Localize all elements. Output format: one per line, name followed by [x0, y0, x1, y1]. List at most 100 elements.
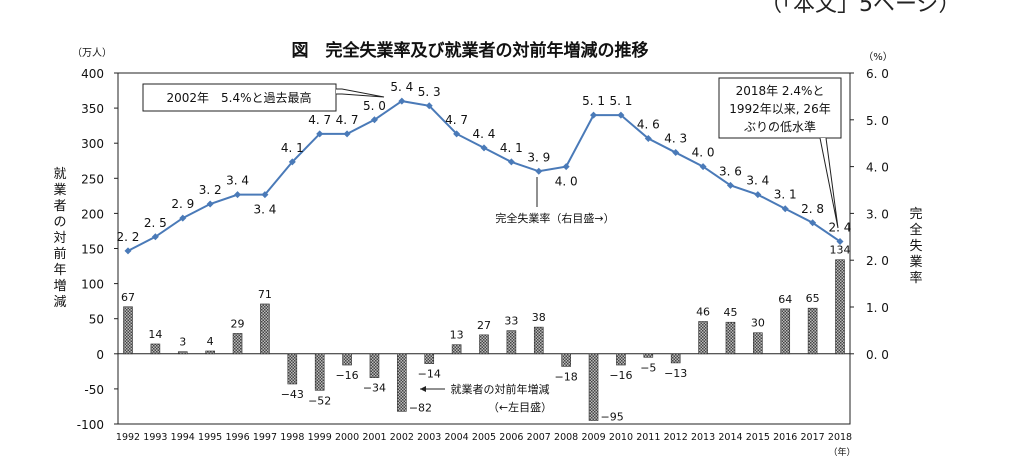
- left-tick-label: 350: [81, 102, 104, 116]
- peak-callout-text: 2002年 5.4%と過去最高: [166, 90, 311, 105]
- line-data-label: 4. 0: [555, 175, 578, 189]
- bar: [533, 326, 544, 355]
- low-callout-pointer: [819, 137, 839, 229]
- line-point: [781, 205, 789, 213]
- peak-callout-pointer: [336, 88, 385, 98]
- bar-data-label: −34: [363, 382, 386, 395]
- line-series-label: 完全失業率（右目盛→）: [495, 211, 614, 225]
- line-point: [507, 158, 515, 166]
- left-tick-label: 250: [81, 172, 104, 186]
- x-tick-label: 2018: [828, 432, 852, 443]
- bar-data-label: 46: [696, 306, 710, 319]
- left-tick-label: 400: [81, 67, 104, 81]
- bar-data-label: 71: [258, 288, 272, 301]
- line-point: [124, 247, 132, 255]
- bar-data-label: 64: [778, 293, 792, 306]
- bar: [342, 353, 352, 366]
- bar-data-label: 65: [806, 292, 820, 305]
- x-tick-label: 2009: [581, 432, 605, 443]
- bar: [670, 353, 681, 364]
- right-axis-unit: （%）: [863, 51, 893, 63]
- x-tick-label: 2002: [390, 432, 414, 443]
- bar: [123, 306, 133, 355]
- line-data-label: 2. 4: [829, 220, 852, 234]
- line-data-label: 3. 1: [774, 188, 797, 202]
- bar: [232, 333, 243, 355]
- x-tick-label: 2017: [801, 432, 825, 443]
- line-data-label: 5. 1: [582, 94, 605, 108]
- line-data-label: 4. 3: [664, 132, 687, 146]
- right-tick-label: 1. 0: [866, 301, 889, 315]
- bar-series-label: 就業者の対前年増減（←左目盛）: [451, 382, 553, 414]
- line-point: [234, 191, 242, 199]
- right-tick-label: 2. 0: [866, 254, 889, 268]
- low-callout-line-3: ぶりの低水準: [744, 119, 816, 134]
- low-callout-line-2: 1992年以来, 26年: [729, 102, 830, 116]
- line-data-label: 4. 7: [336, 113, 359, 127]
- right-tick-label: 6. 0: [866, 67, 889, 81]
- bar-data-label: −16: [609, 369, 632, 382]
- line-point: [672, 149, 680, 157]
- line-data-label: 3. 9: [527, 150, 550, 164]
- line-data-label: 4. 7: [445, 113, 468, 127]
- left-tick-label: 300: [81, 137, 104, 151]
- line-data-label: 5. 4: [390, 80, 413, 94]
- line-point: [836, 237, 844, 245]
- x-axis-unit: （年）: [828, 446, 855, 458]
- line-data-label: 4. 4: [473, 127, 496, 141]
- bar: [369, 353, 380, 378]
- bar-data-label: 30: [751, 317, 765, 330]
- x-tick-label: 2008: [554, 432, 578, 443]
- line-point: [398, 97, 406, 105]
- right-tick-label: 0. 0: [866, 348, 889, 362]
- x-tick-label: 2010: [609, 432, 633, 443]
- right-tick-label: 3. 0: [866, 207, 889, 221]
- bar-data-label: −43: [281, 388, 304, 401]
- left-tick-label: 100: [81, 278, 104, 292]
- x-tick-label: 1992: [116, 432, 140, 443]
- x-tick-label: 2001: [362, 432, 386, 443]
- x-tick-label: 2007: [527, 432, 551, 443]
- bar-data-label: 29: [231, 317, 245, 330]
- bar: [616, 353, 626, 366]
- line-data-label: 5. 0: [363, 99, 386, 113]
- bar: [479, 334, 489, 355]
- bar-data-label: −14: [418, 368, 441, 381]
- x-tick-label: 1999: [308, 432, 332, 443]
- line-point: [590, 111, 598, 119]
- line-point: [617, 111, 625, 119]
- line-point: [179, 214, 187, 222]
- bar: [835, 259, 845, 355]
- left-tick-label: 150: [81, 243, 104, 257]
- bar: [397, 353, 407, 412]
- line-data-label: 5. 1: [609, 94, 632, 108]
- bar-data-label: −95: [601, 410, 624, 423]
- line-data-label: 2. 5: [144, 216, 167, 230]
- bar-data-label: 45: [723, 306, 737, 319]
- line-point: [699, 163, 707, 171]
- bar: [424, 353, 435, 364]
- bar: [150, 343, 161, 355]
- left-axis-label: 就業者の対前年増減: [53, 167, 66, 310]
- line-point: [261, 191, 269, 199]
- chart-title: 図 完全失業率及び就業者の対前年増減の推移: [292, 40, 649, 61]
- left-tick-label: -100: [77, 418, 104, 432]
- line-data-label: 3. 6: [719, 164, 742, 178]
- line-point: [370, 116, 378, 124]
- x-tick-label: 1995: [198, 432, 222, 443]
- bar-data-label: 3: [179, 336, 186, 349]
- line-data-label: 2. 9: [171, 197, 194, 211]
- line-point: [562, 163, 570, 171]
- left-tick-label: 50: [89, 313, 104, 327]
- x-tick-label: 1998: [280, 432, 304, 443]
- left-tick-label: -50: [84, 383, 104, 397]
- line-data-label: 4. 1: [281, 141, 304, 155]
- line-data-label: 2. 2: [117, 230, 140, 244]
- line-point: [754, 191, 762, 199]
- x-tick-label: 2014: [718, 432, 742, 443]
- bar: [698, 321, 708, 355]
- right-tick-label: 5. 0: [866, 114, 889, 128]
- bar-data-label: −13: [664, 367, 687, 380]
- bar: [287, 353, 298, 385]
